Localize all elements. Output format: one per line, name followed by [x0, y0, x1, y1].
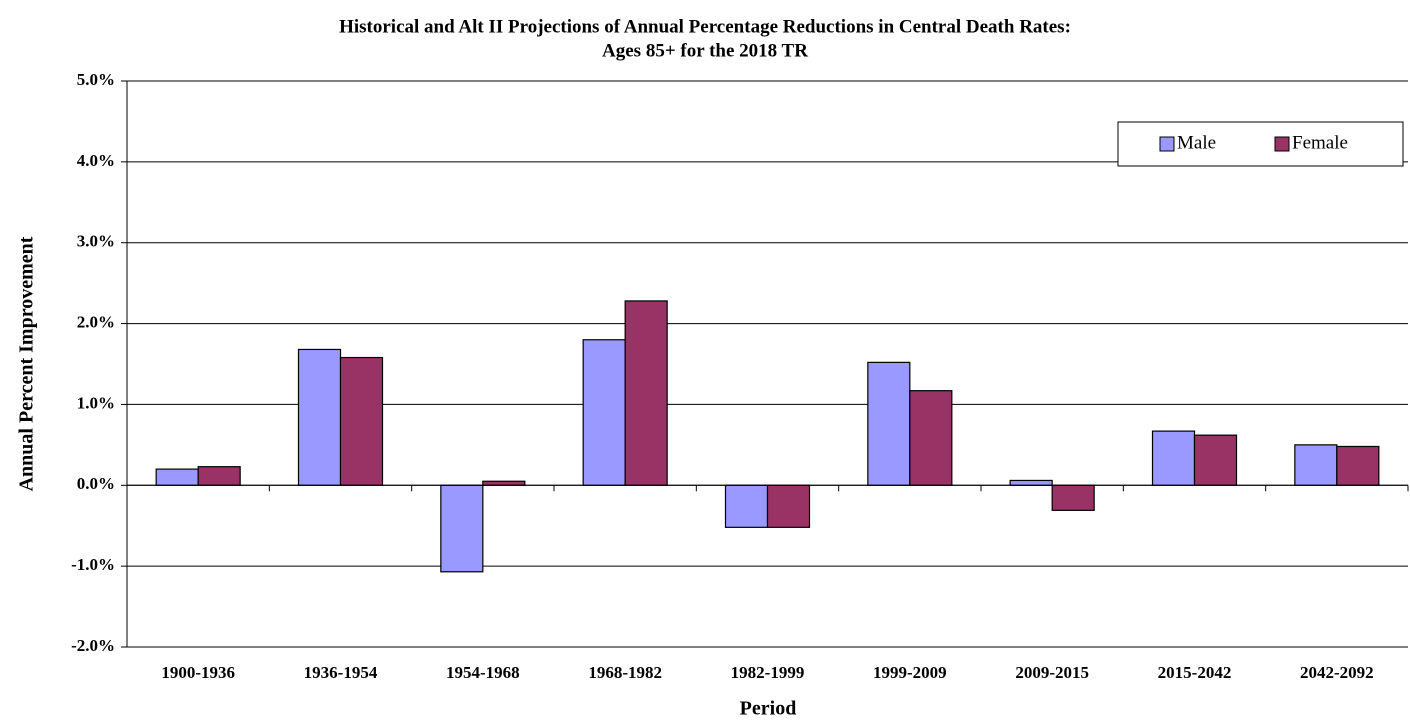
y-tick-label: 3.0%	[77, 232, 115, 251]
legend-swatch	[1159, 136, 1175, 152]
x-tick-label: 1900-1936	[161, 663, 235, 682]
legend: Male Female	[1117, 121, 1404, 167]
bar	[1051, 484, 1095, 511]
bar	[1151, 430, 1196, 486]
y-tick-label: 1.0%	[77, 393, 115, 412]
x-tick-label: 2009-2015	[1015, 663, 1089, 682]
bar	[155, 468, 199, 486]
x-tick-label: 1936-1954	[304, 663, 378, 682]
y-tick-label: 0.0%	[77, 474, 115, 493]
y-tick-label: -1.0%	[71, 555, 115, 574]
x-tick-label: 1954-1968	[446, 663, 520, 682]
legend-swatch	[1274, 136, 1290, 152]
chart-title: Ages 85+ for the 2018 TR	[602, 40, 808, 61]
bar	[1193, 434, 1238, 486]
chart-title: Historical and Alt II Projections of Ann…	[339, 16, 1071, 37]
x-tick-label: 2015-2042	[1158, 663, 1232, 682]
y-tick-label: 2.0%	[77, 312, 115, 331]
bar	[766, 484, 811, 528]
legend-label: Male	[1177, 132, 1216, 153]
y-tick-label: 5.0%	[77, 70, 115, 89]
bar	[1294, 444, 1338, 486]
x-tick-label: 1982-1999	[731, 663, 805, 682]
bar	[582, 339, 626, 486]
y-tick-label: 4.0%	[77, 151, 115, 170]
bar	[624, 300, 668, 486]
legend-label: Female	[1292, 132, 1348, 153]
bar	[482, 480, 526, 486]
bar	[197, 466, 241, 486]
bar	[1336, 445, 1380, 486]
bar	[909, 390, 953, 486]
y-tick-label: -2.0%	[71, 636, 115, 655]
bar	[297, 348, 342, 486]
x-tick-label: 2042-2092	[1300, 663, 1374, 682]
y-axis-label: Annual Percent Improvement	[16, 236, 38, 491]
bar	[724, 484, 769, 528]
bar	[339, 356, 384, 486]
bar	[440, 484, 484, 573]
bar	[867, 361, 911, 486]
x-axis-label: Period	[740, 698, 797, 720]
x-tick-label: 1999-2009	[873, 663, 947, 682]
x-tick-label: 1968-1982	[588, 663, 662, 682]
bar	[1009, 479, 1053, 486]
